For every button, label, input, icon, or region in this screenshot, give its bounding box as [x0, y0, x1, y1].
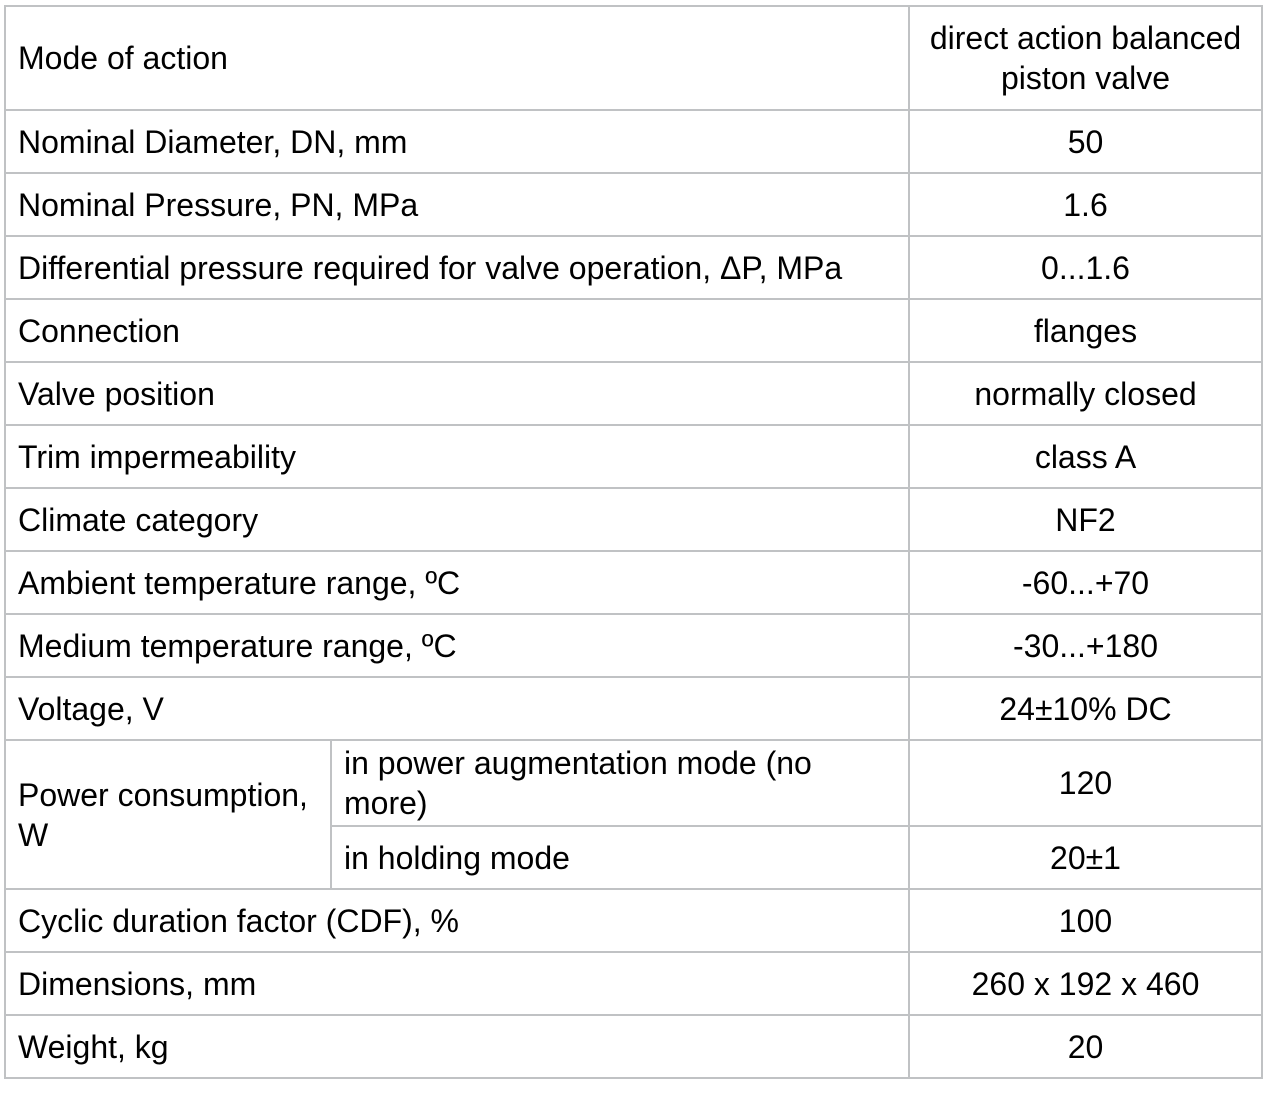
power-subrow-label: in holding mode	[330, 825, 910, 890]
table-row: Nominal Diameter, DN, mm 50	[4, 109, 1263, 174]
row-label: Voltage, V	[4, 676, 910, 741]
table-row: in holding mode 20±1	[5, 825, 1263, 890]
row-label: Climate category	[4, 487, 910, 552]
row-value: 1.6	[908, 172, 1263, 237]
row-value: normally closed	[908, 361, 1263, 426]
row-value: direct action balanced piston valve	[908, 5, 1263, 111]
power-subrow-value: 120	[908, 739, 1263, 827]
table-row: Dimensions, mm 260 x 192 x 460	[4, 951, 1263, 1016]
spec-table: Mode of action direct action balanced pi…	[4, 5, 1263, 1079]
row-value: 0...1.6	[908, 235, 1263, 300]
row-value: -30...+180	[908, 613, 1263, 678]
table-row: Connection flanges	[4, 298, 1263, 363]
row-label: Weight, kg	[4, 1014, 910, 1079]
row-label: Mode of action	[4, 5, 910, 111]
row-label: Nominal Pressure, PN, MPa	[4, 172, 910, 237]
table-row: Cyclic duration factor (CDF), % 100	[4, 888, 1263, 953]
row-value: 260 x 192 x 460	[908, 951, 1263, 1016]
row-label: Medium temperature range, ºC	[4, 613, 910, 678]
row-label: Ambient temperature range, ºC	[4, 550, 910, 615]
table-row: Ambient temperature range, ºC -60...+70	[4, 550, 1263, 615]
row-value: 50	[908, 109, 1263, 174]
row-value: 100	[908, 888, 1263, 953]
row-label: Differential pressure required for valve…	[4, 235, 910, 300]
table-row: Weight, kg 20	[4, 1014, 1263, 1079]
table-row: Valve position normally closed	[4, 361, 1263, 426]
table-row: Mode of action direct action balanced pi…	[4, 5, 1263, 111]
row-label: Dimensions, mm	[4, 951, 910, 1016]
row-value: class A	[908, 424, 1263, 489]
row-label: Nominal Diameter, DN, mm	[4, 109, 910, 174]
row-label: Cyclic duration factor (CDF), %	[4, 888, 910, 953]
power-subrow-label: in power augmentation mode (no more)	[330, 739, 910, 827]
row-value: flanges	[908, 298, 1263, 363]
row-label: Connection	[4, 298, 910, 363]
table-row: Medium temperature range, ºC -30...+180	[4, 613, 1263, 678]
table-row: Trim impermeability class A	[4, 424, 1263, 489]
power-consumption-label: Power consumption, W	[4, 739, 332, 890]
power-subrow-value: 20±1	[908, 825, 1263, 890]
row-value: NF2	[908, 487, 1263, 552]
row-value: -60...+70	[908, 550, 1263, 615]
row-label: Trim impermeability	[4, 424, 910, 489]
table-row: Power consumption, W in power augmentati…	[4, 739, 1263, 890]
table-row: Climate category NF2	[4, 487, 1263, 552]
table-row: Voltage, V 24±10% DC	[4, 676, 1263, 741]
row-value: 24±10% DC	[908, 676, 1263, 741]
table-row: Differential pressure required for valve…	[4, 235, 1263, 300]
table-row: Nominal Pressure, PN, MPa 1.6	[4, 172, 1263, 237]
row-label: Valve position	[4, 361, 910, 426]
row-value: 20	[908, 1014, 1263, 1079]
